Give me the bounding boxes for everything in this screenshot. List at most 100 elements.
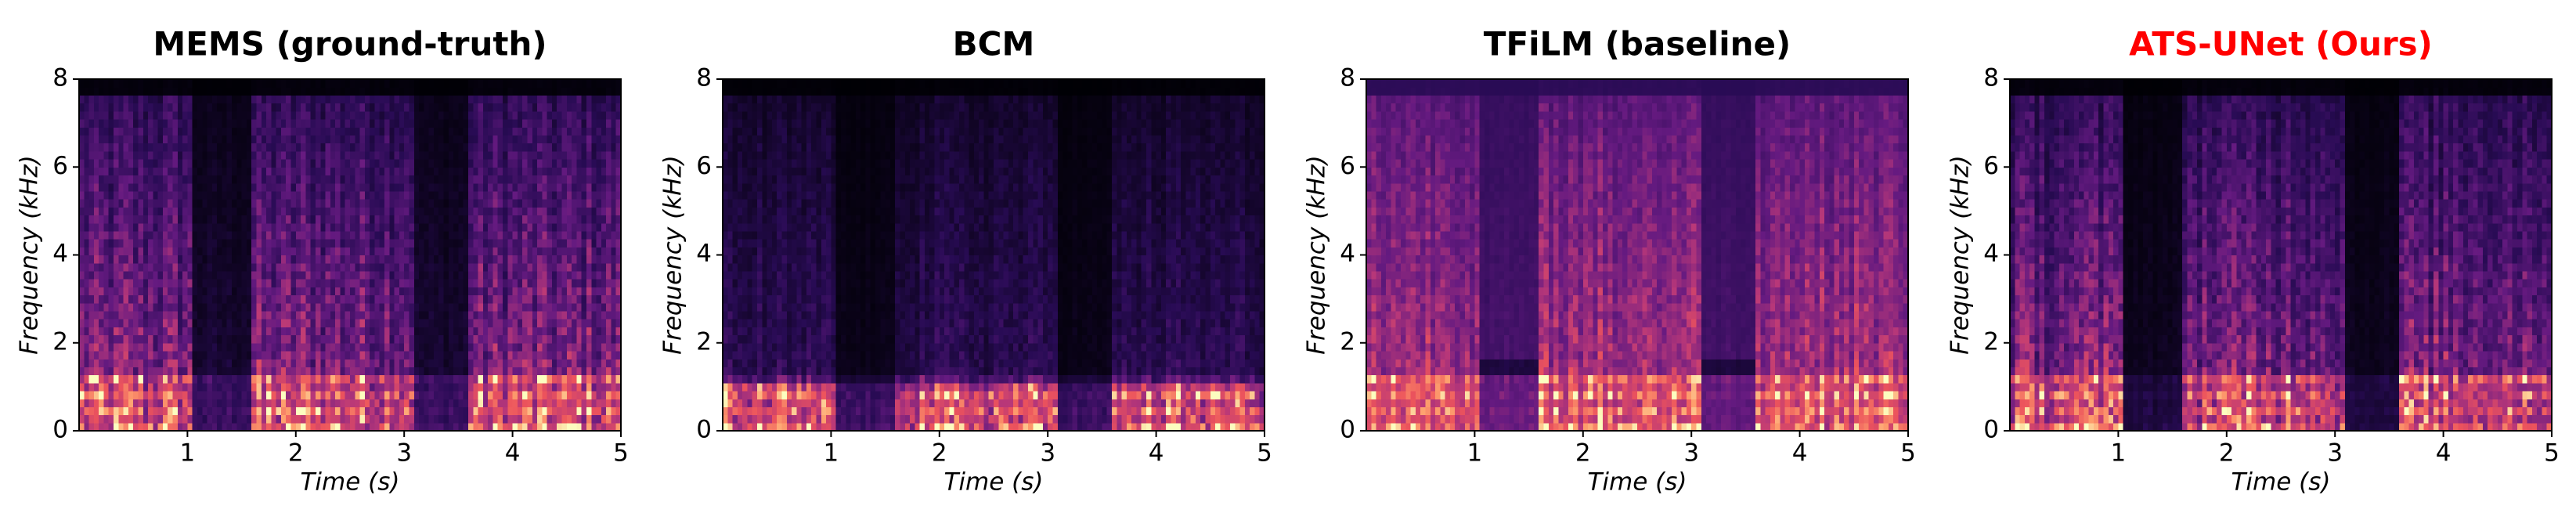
spectrogram-cell — [256, 319, 262, 327]
spectrogram-cell — [295, 319, 301, 327]
spectrogram-cell — [197, 406, 203, 416]
spectrogram-cell — [370, 294, 376, 304]
spectrogram-cell — [542, 159, 548, 168]
spectrogram-cell — [232, 399, 237, 407]
spectrogram-cell — [310, 207, 316, 216]
spectrogram-cell — [315, 310, 321, 320]
spectrogram-cell — [606, 135, 612, 144]
spectrogram-cell — [99, 262, 105, 272]
spectrogram-cell — [727, 342, 734, 352]
spectrogram-cell — [370, 182, 376, 192]
spectrogram-cell — [261, 87, 267, 96]
spectrogram-cell — [148, 239, 153, 247]
spectrogram-cell — [419, 350, 424, 359]
spectrogram-cell — [438, 334, 445, 344]
spectrogram-cell — [551, 230, 557, 240]
spectrogram-cell — [547, 374, 553, 384]
spectrogram-cell — [143, 247, 149, 256]
spectrogram-cell — [723, 359, 728, 367]
spectrogram-cell — [177, 190, 183, 200]
spectrogram-cell — [364, 119, 370, 128]
spectrogram-cell — [557, 79, 563, 88]
spectrogram-cell — [138, 127, 144, 136]
spectrogram-cell — [576, 247, 583, 256]
spectrogram-cell — [236, 287, 243, 296]
spectrogram-cell — [389, 182, 395, 192]
spectrogram-cell — [295, 215, 301, 224]
spectrogram-cell — [596, 215, 602, 224]
spectrogram-cell — [226, 302, 233, 312]
spectrogram-cell — [606, 215, 612, 224]
spectrogram-cell — [123, 222, 129, 232]
spectrogram-cell — [537, 222, 543, 232]
spectrogram-cell — [325, 334, 331, 344]
spectrogram-cell — [419, 167, 424, 176]
spectrogram-cell — [350, 374, 355, 384]
spectrogram-cell — [251, 406, 258, 416]
spectrogram-cell — [207, 406, 213, 416]
spectrogram-cell — [576, 95, 583, 104]
spectrogram-cell — [222, 287, 228, 296]
spectrogram-cell — [290, 199, 297, 208]
spectrogram-cell — [557, 247, 563, 256]
spectrogram-cell — [93, 359, 99, 367]
spectrogram-cell — [384, 222, 390, 232]
spectrogram-cell — [261, 230, 267, 240]
spectrogram-cell — [187, 262, 193, 272]
spectrogram-cell — [557, 230, 563, 240]
spectrogram-cell — [187, 350, 193, 359]
spectrogram-cell — [335, 159, 341, 168]
spectrogram-cell — [295, 406, 301, 416]
spectrogram-cell — [448, 199, 454, 208]
spectrogram-cell — [497, 190, 503, 200]
spectrogram-cell — [615, 175, 622, 184]
spectrogram-cell — [266, 159, 272, 168]
spectrogram-cell — [601, 374, 607, 384]
spectrogram-cell — [335, 182, 341, 192]
spectrogram-cell — [379, 159, 385, 168]
spectrogram-cell — [123, 255, 129, 264]
spectrogram-cell — [266, 87, 272, 96]
spectrogram-cell — [364, 190, 370, 200]
spectrogram-cell — [222, 119, 228, 128]
spectrogram-cell — [290, 382, 297, 392]
spectrogram-cell — [290, 359, 297, 367]
spectrogram-cell — [286, 143, 292, 152]
spectrogram-cell — [448, 127, 454, 136]
spectrogram-cell — [727, 382, 734, 392]
spectrogram-cell — [611, 255, 617, 264]
spectrogram-cell — [261, 399, 267, 407]
spectrogram-cell — [615, 319, 622, 327]
spectrogram-cell — [276, 87, 282, 96]
spectrogram-cell — [517, 143, 523, 152]
spectrogram-cell — [320, 110, 327, 120]
spectrogram-cell — [202, 310, 208, 320]
spectrogram-cell — [517, 215, 523, 224]
spectrogram-cell — [103, 167, 110, 176]
spectrogram-cell — [310, 230, 316, 240]
spectrogram-cell — [379, 359, 385, 367]
spectrogram-cell — [503, 334, 508, 344]
spectrogram-cell — [138, 399, 144, 407]
spectrogram-cell — [517, 150, 523, 160]
spectrogram-cell — [217, 334, 223, 344]
spectrogram-cell — [399, 143, 405, 152]
spectrogram-cell — [280, 302, 287, 312]
spectrogram-cell — [177, 342, 183, 352]
spectrogram-cell — [467, 87, 474, 96]
spectrogram-cell — [364, 399, 370, 407]
spectrogram-cell — [355, 414, 361, 424]
spectrogram-cell — [305, 135, 312, 144]
spectrogram-cell — [162, 262, 168, 272]
spectrogram-cell — [118, 159, 124, 168]
spectrogram-cell — [591, 399, 597, 407]
spectrogram-cell — [84, 255, 90, 264]
spectrogram-cell — [79, 399, 85, 407]
spectrogram-cell — [246, 310, 252, 320]
spectrogram-cell — [241, 374, 247, 384]
spectrogram-cell — [280, 215, 287, 224]
spectrogram-cell — [384, 270, 390, 280]
spectrogram-cell — [370, 414, 376, 424]
spectrogram-cell — [192, 87, 198, 96]
spectrogram-cell — [88, 374, 95, 384]
